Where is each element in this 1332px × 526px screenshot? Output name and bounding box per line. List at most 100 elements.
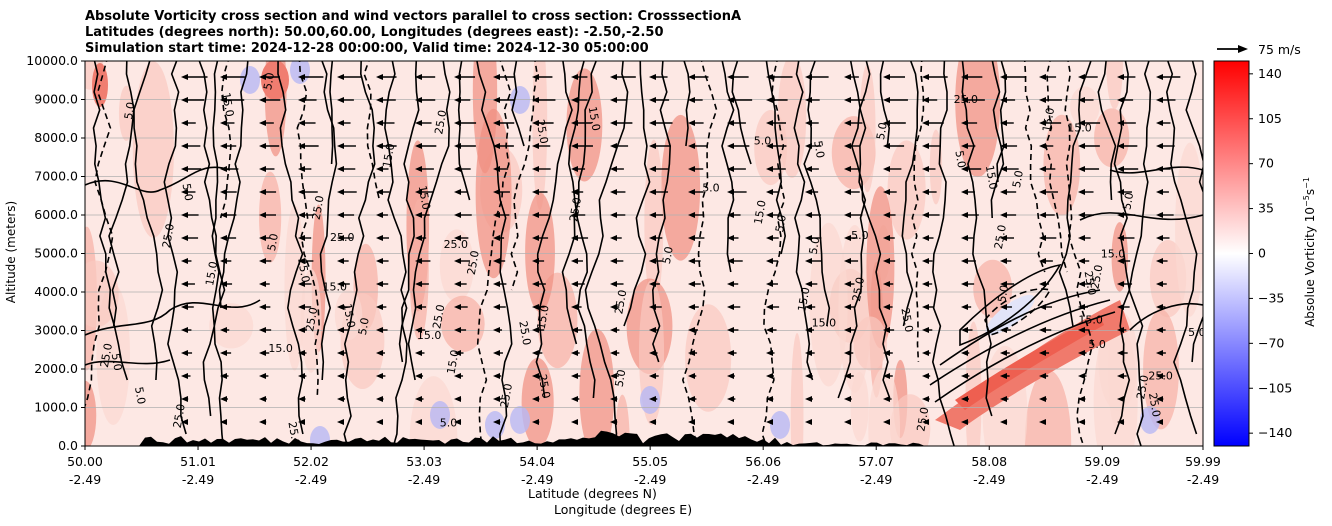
wind-vector bbox=[220, 189, 237, 195]
contour-line bbox=[561, 61, 597, 345]
contour-label: 5.0 bbox=[1188, 326, 1206, 339]
wind-vector bbox=[1039, 212, 1055, 218]
contour-line bbox=[584, 61, 629, 446]
wind-vector bbox=[571, 373, 581, 379]
wind-vector bbox=[493, 166, 509, 172]
x-tick-lat: 59.09 bbox=[1084, 454, 1120, 469]
contour-label: 15.0 bbox=[445, 349, 462, 375]
wind-vector bbox=[649, 235, 663, 241]
wind-vector bbox=[1156, 97, 1176, 103]
wind-vector bbox=[454, 235, 469, 241]
wind-vector bbox=[415, 281, 429, 287]
contour-line bbox=[850, 61, 891, 399]
contour-label: 25.0 bbox=[430, 303, 447, 329]
wind-vector bbox=[649, 166, 669, 172]
contour-label: 25.0 bbox=[536, 373, 553, 399]
wind-vector bbox=[1078, 97, 1094, 103]
wind-vector bbox=[181, 327, 192, 333]
wind-vector bbox=[844, 373, 854, 379]
wind-vector bbox=[532, 74, 553, 80]
wind-vector bbox=[571, 350, 580, 356]
contour-label: 5.0 bbox=[660, 246, 676, 265]
wind-vector bbox=[493, 373, 502, 379]
wind-vector bbox=[1156, 189, 1169, 195]
wind-vector bbox=[571, 235, 589, 241]
vorticity-patch bbox=[1106, 61, 1123, 110]
wind-vector bbox=[376, 396, 384, 402]
x-tick-lon: -2.49 bbox=[521, 472, 553, 487]
wind-vector bbox=[883, 120, 906, 126]
contour-line bbox=[457, 61, 471, 201]
contour-label: 15.0 bbox=[417, 329, 442, 342]
wind-vector bbox=[1039, 143, 1054, 149]
vorticity-patch bbox=[532, 61, 548, 210]
wind-vector bbox=[805, 327, 814, 333]
wind-vector bbox=[1000, 327, 1011, 333]
wind-vector bbox=[1078, 258, 1090, 264]
contour-label: 15.0 bbox=[1040, 107, 1057, 133]
wind-vector bbox=[961, 189, 975, 195]
vorticity-patch bbox=[853, 316, 888, 371]
wind-vector bbox=[922, 212, 940, 218]
wind-vector bbox=[1039, 166, 1056, 172]
wind-vector bbox=[844, 419, 851, 425]
wind-vector bbox=[883, 350, 893, 356]
wind-vector bbox=[298, 373, 307, 379]
wind-vector bbox=[766, 120, 787, 126]
x-tick-lat: 53.03 bbox=[406, 454, 442, 469]
wind-vector bbox=[805, 189, 819, 195]
wind-vector bbox=[337, 235, 353, 241]
wind-vector bbox=[883, 166, 902, 172]
wind-vector bbox=[649, 327, 659, 333]
colorbar-tick-label: 0 bbox=[1258, 246, 1266, 261]
wind-vector bbox=[1000, 373, 1010, 379]
colorbar-tick-label: 35 bbox=[1258, 201, 1274, 216]
wind-vector bbox=[1000, 120, 1014, 126]
gridlines bbox=[85, 61, 1203, 446]
wind-vector bbox=[1117, 143, 1138, 149]
wind-vector bbox=[415, 373, 424, 379]
plot-area: 25.05.05.025.015.015.05.015.05.025.015.0… bbox=[85, 61, 1206, 446]
wind-vector bbox=[532, 304, 545, 310]
contour-line bbox=[319, 61, 338, 381]
colorbar-tick-label: 140 bbox=[1258, 66, 1282, 81]
contour-label: 25.0 bbox=[850, 276, 867, 302]
contour-line bbox=[765, 61, 787, 255]
vorticity-negative-patch bbox=[985, 294, 1035, 336]
contour-label: 15.0 bbox=[812, 317, 837, 330]
contour-label: 15.0 bbox=[203, 260, 220, 286]
wind-vector bbox=[844, 120, 863, 126]
contour-line bbox=[837, 61, 867, 399]
contour-line bbox=[85, 166, 231, 193]
contour-line bbox=[721, 61, 735, 273]
colorbar-tick-label: −70 bbox=[1258, 335, 1284, 350]
wind-vector bbox=[805, 258, 822, 264]
wind-vector bbox=[298, 189, 318, 195]
vorticity-patch bbox=[209, 303, 254, 349]
y-tick-label: 1000.0 bbox=[34, 400, 78, 415]
wind-vector bbox=[961, 120, 978, 126]
wind-vector bbox=[805, 97, 820, 103]
wind-vector bbox=[1078, 74, 1098, 80]
x-axis: 50.00 -2.49 51.01 -2.49 52.02 -2.49 53.03 -2.49… bbox=[67, 446, 1221, 487]
x-axis-label-longitude: Longitude (degrees E) bbox=[554, 502, 693, 517]
contour-line bbox=[1097, 61, 1117, 201]
wind-vector bbox=[298, 74, 324, 80]
wind-vector bbox=[493, 120, 515, 126]
wind-vector bbox=[961, 281, 975, 287]
wind-vector bbox=[1078, 212, 1094, 218]
colorbar-tick-label: −105 bbox=[1258, 380, 1292, 395]
wind-vector bbox=[688, 373, 697, 379]
wind-vector bbox=[1117, 281, 1133, 287]
wind-vector bbox=[337, 258, 349, 264]
y-tick-label: 4000.0 bbox=[34, 284, 78, 299]
wind-vector bbox=[766, 74, 793, 80]
wind-vector bbox=[493, 304, 506, 310]
wind-vector bbox=[1000, 419, 1008, 425]
wind-vector bbox=[220, 281, 233, 287]
contour-line bbox=[476, 61, 513, 446]
vorticity-patch bbox=[868, 367, 901, 446]
vorticity-patch bbox=[1069, 86, 1100, 127]
wind-vector bbox=[493, 281, 507, 287]
wind-vector bbox=[1039, 281, 1050, 287]
